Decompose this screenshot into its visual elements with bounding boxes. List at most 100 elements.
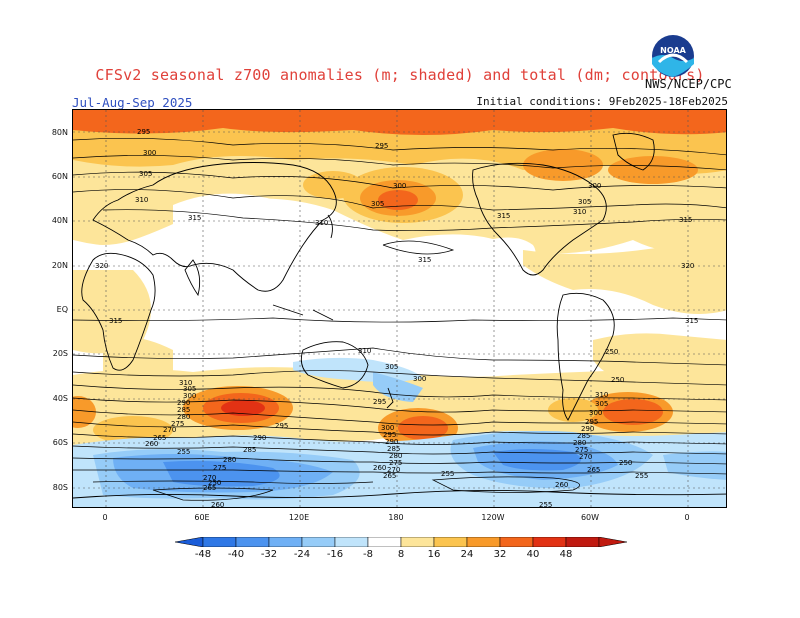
coastline-greenland	[612, 132, 655, 171]
colorbar-swatch	[175, 537, 204, 547]
anomaly-shading-blob	[93, 416, 173, 444]
contour-label: 320	[681, 262, 694, 270]
lat-label: 20N	[51, 261, 68, 270]
colorbar-swatch	[532, 537, 567, 547]
contour-label: 310	[315, 219, 328, 227]
lon-label: 120W	[481, 513, 505, 522]
colorbar-swatch	[235, 537, 270, 547]
colorbar-swatch	[433, 537, 468, 547]
lat-label: EQ	[56, 305, 68, 314]
chart-title: CFSv2 seasonal z700 anomalies (m; shaded…	[95, 66, 705, 84]
contour-label: 290	[177, 399, 190, 407]
anomaly-shading-tropics	[523, 245, 726, 314]
contour-label-group: 295 300 305 310 315 320 300 305 310 315 …	[95, 128, 698, 507]
contour-label: 295	[275, 422, 288, 430]
anomaly-map: 295 300 305 310 315 320 300 305 310 315 …	[72, 109, 727, 508]
contour-label: 250	[619, 459, 632, 467]
coastline-antarctica	[73, 489, 726, 499]
coastline-india	[184, 259, 201, 297]
contour-label: 295	[137, 128, 150, 136]
lat-label: 80S	[52, 483, 68, 492]
anomaly-shading-neg-light	[293, 357, 423, 383]
contour-label: 305	[139, 170, 152, 178]
contour-label: 255	[177, 448, 190, 456]
contour-label: 290	[581, 425, 594, 433]
contour-label: 270	[387, 466, 400, 474]
contour-label: 285	[577, 432, 590, 440]
colorbar-label: -16	[326, 549, 344, 560]
contour-label: 315	[679, 216, 692, 224]
lon-label: 60W	[580, 513, 600, 522]
colorbar-label: 24	[460, 549, 474, 560]
contour-label: 300	[381, 424, 394, 432]
agency-label: NWS/NCEP/CPC	[645, 77, 732, 91]
initial-conditions: Initial conditions: 9Feb2025-18Feb2025	[476, 95, 728, 108]
lat-label: 40S	[52, 394, 68, 403]
colorbar-swatch	[202, 537, 237, 547]
contour-label: 270	[579, 453, 592, 461]
coastline-indonesia	[272, 304, 334, 321]
colorbar	[175, 537, 627, 547]
contour-label: 265	[587, 466, 600, 474]
contour-label: 315	[418, 256, 431, 264]
colorbar-swatch	[268, 537, 303, 547]
contour-label: 255	[441, 470, 454, 478]
height-contours	[73, 137, 726, 501]
lat-label: 60N	[51, 172, 68, 181]
colorbar-label: 8	[397, 549, 405, 560]
anomaly-shading-blob	[603, 399, 663, 425]
contour-label: 280	[177, 413, 190, 421]
anomaly-shading-blob	[221, 400, 265, 416]
forecast-period: Jul-Aug-Sep 2025	[72, 95, 193, 110]
colorbar-swatch	[565, 537, 600, 547]
contour-label: 315	[109, 317, 122, 325]
coastline-japan	[327, 214, 333, 239]
anomaly-shading-blob	[398, 416, 448, 440]
colorbar-swatch	[466, 537, 501, 547]
colorbar-label: -32	[260, 549, 278, 560]
anomaly-shading-neg-light	[373, 372, 423, 402]
noaa-logo-text: NOAA	[660, 46, 686, 55]
colorbar-swatch	[499, 537, 534, 547]
lat-label: 20S	[52, 349, 68, 358]
contour-label: 290	[253, 434, 266, 442]
colorbar-label: 16	[427, 549, 441, 560]
contour-label: 300	[183, 392, 196, 400]
anomaly-shading-blob	[378, 190, 418, 210]
anomaly-shading-tropics	[73, 270, 151, 354]
coastline-australia	[300, 341, 369, 389]
contour-label: 310	[135, 196, 148, 204]
contour-label: 260	[145, 440, 158, 448]
colorbar-label: 32	[493, 549, 507, 560]
lon-label: 120E	[288, 513, 310, 522]
contour-label: 265	[153, 434, 166, 442]
lat-label: 80N	[51, 128, 68, 137]
coastline-africa	[81, 252, 156, 371]
contour-label: 275	[171, 420, 184, 428]
contour-label: 285	[243, 446, 256, 454]
contour-label: 305	[595, 400, 608, 408]
contour-label: 270	[203, 474, 216, 482]
anomaly-shading-blob	[523, 149, 603, 181]
contour-label: 315	[497, 212, 510, 220]
contour-label: 315	[188, 214, 201, 222]
contour-label: 310	[573, 208, 586, 216]
contour-label: 305	[371, 200, 384, 208]
contour-label: 275	[213, 464, 226, 472]
contour-label: 305	[385, 363, 398, 371]
contour-label: 295	[373, 398, 386, 406]
lon-label: 60E	[194, 513, 210, 522]
lat-label: 40N	[51, 216, 68, 225]
contour-label: 250	[208, 479, 221, 487]
contour-label: 305	[578, 198, 591, 206]
contour-label: 260	[373, 464, 386, 472]
contour-label: 285	[177, 406, 190, 414]
colorbar-label: -8	[363, 549, 373, 560]
contour-label: 255	[635, 472, 648, 480]
contour-label: 295	[383, 431, 396, 439]
contour-label: 280	[223, 456, 236, 464]
coastline-nz	[386, 387, 394, 409]
contour-label: 260	[555, 481, 568, 489]
colorbar-swatch	[400, 537, 435, 547]
contour-label: 285	[387, 445, 400, 453]
